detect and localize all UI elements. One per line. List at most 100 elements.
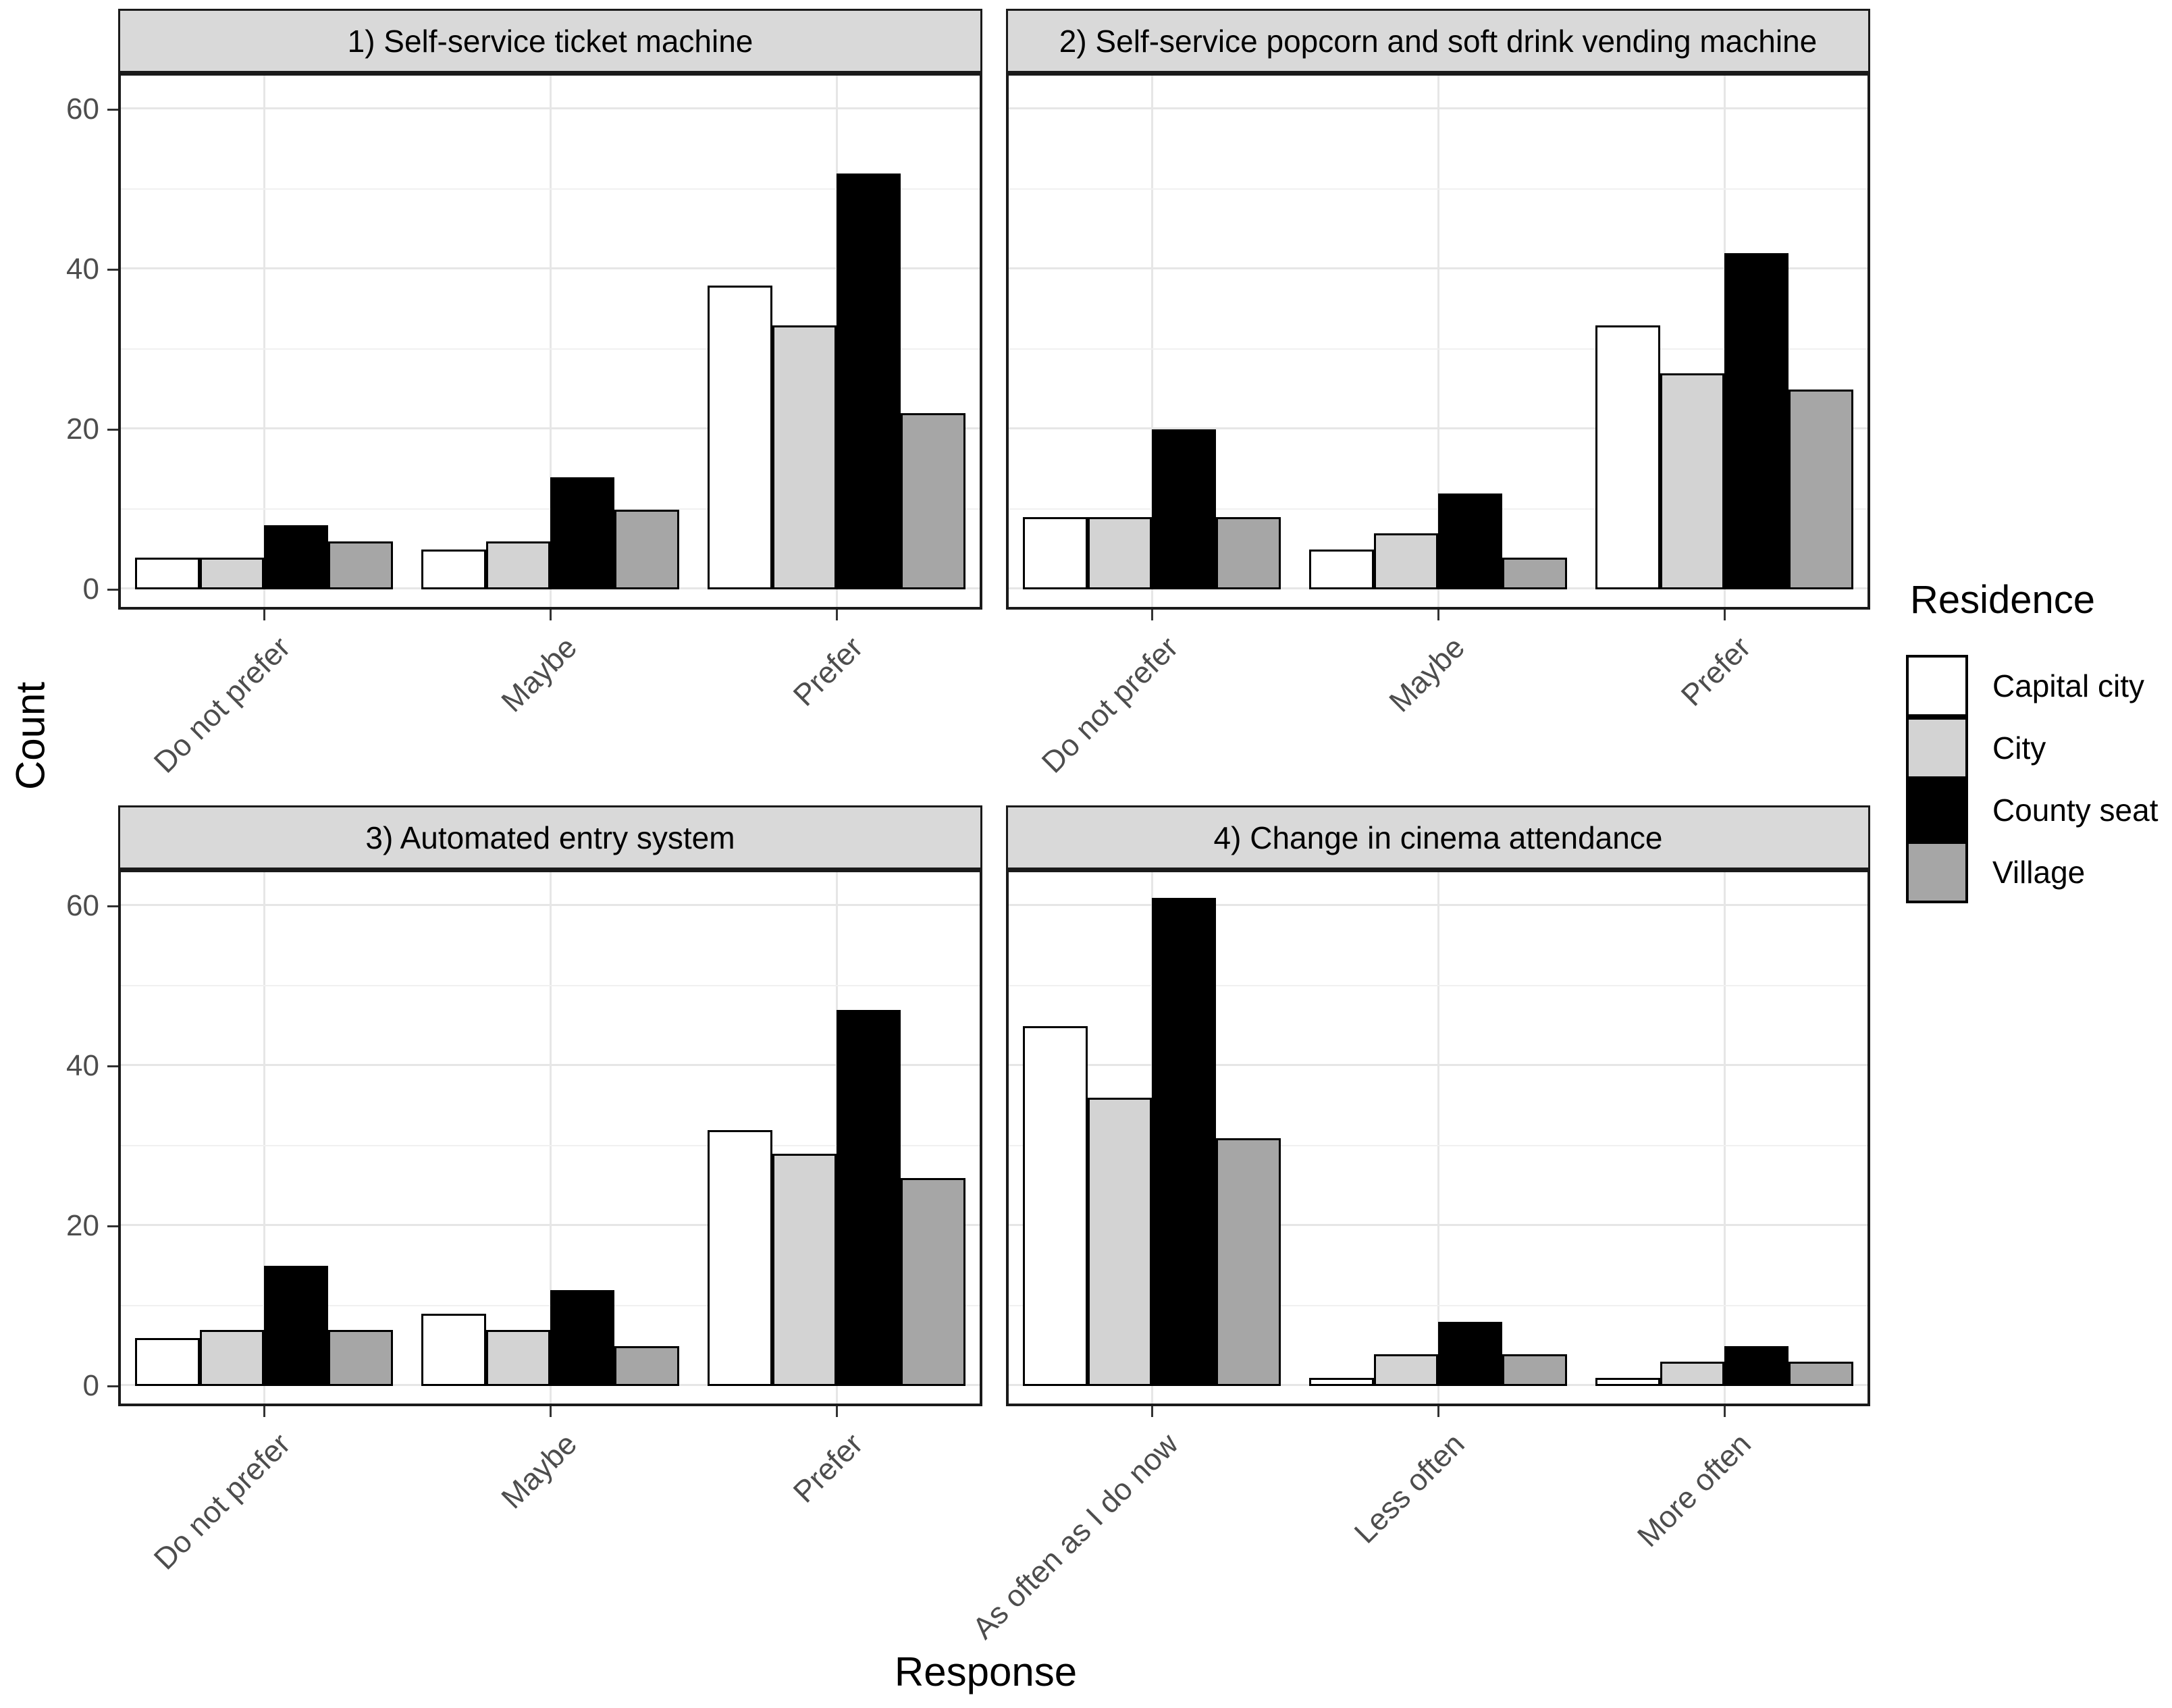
bar (1152, 429, 1217, 589)
legend: Residence Capital city City County seat … (1906, 577, 2172, 903)
bar (1087, 1098, 1152, 1386)
bar (1438, 493, 1503, 589)
gridline-horizontal (121, 904, 980, 906)
bar (614, 1345, 679, 1386)
legend-label: City (1992, 730, 2046, 766)
y-tick-label: 60 (66, 889, 99, 922)
y-tick-mark (107, 905, 118, 907)
gridline-horizontal (121, 1224, 980, 1226)
y-tick-label: 0 (82, 572, 99, 606)
bar (1309, 549, 1374, 589)
plot-panel-1 (118, 73, 982, 610)
bar (421, 1314, 486, 1386)
legend-key-village (1906, 841, 1968, 903)
y-tick-label: 0 (82, 1369, 99, 1402)
bar (1438, 1322, 1503, 1386)
facet-strip-1: 1) Self-service ticket machine (118, 9, 982, 73)
x-tick-mark (1150, 610, 1153, 620)
bar (1216, 517, 1281, 589)
gridline-vertical (263, 872, 265, 1404)
x-tick-label: Prefer (1674, 629, 1757, 713)
gridline-horizontal (1009, 107, 1868, 109)
bar (135, 1337, 200, 1386)
gridline-horizontal (121, 188, 980, 190)
gridline-vertical (549, 76, 552, 607)
x-axis-title: Response (894, 1649, 1078, 1694)
bar (328, 1330, 393, 1386)
bar (837, 173, 901, 589)
facet-strip-2: 2) Self-service popcorn and soft drink v… (1006, 9, 1870, 73)
y-tick-mark (107, 1385, 118, 1387)
y-tick-mark (107, 108, 118, 111)
x-tick-label: Do not prefer (147, 629, 297, 780)
bar (1152, 898, 1217, 1386)
gridline-horizontal (1009, 984, 1868, 986)
y-tick-label: 20 (66, 412, 99, 446)
x-tick-mark (263, 1406, 265, 1417)
gridline-vertical (1150, 76, 1153, 607)
bar (1087, 517, 1152, 589)
bar (550, 1289, 615, 1386)
legend-key-capital-city (1906, 655, 1968, 717)
x-tick-label: Prefer (787, 629, 870, 713)
bar (1309, 1378, 1374, 1386)
x-tick-label: Do not prefer (1035, 629, 1185, 780)
plot-panel-4 (1006, 870, 1870, 1406)
gridline-vertical (549, 872, 552, 1404)
x-tick-label: Do not prefer (147, 1426, 297, 1576)
y-axis-title: Count (7, 681, 53, 791)
gridline-vertical (1723, 872, 1726, 1404)
facet-strip-4: 4) Change in cinema attendance (1006, 805, 1870, 870)
gridline-vertical (1437, 872, 1439, 1404)
legend-label: Village (1992, 855, 2086, 890)
bar (1023, 1025, 1088, 1386)
x-tick-label: More often (1630, 1426, 1757, 1554)
bar (1660, 1362, 1724, 1386)
bar (264, 525, 329, 589)
x-tick-label: Prefer (787, 1426, 870, 1510)
bar (772, 325, 837, 589)
bar (708, 285, 772, 589)
bar (199, 1330, 264, 1386)
bar (614, 509, 679, 589)
y-tick-mark (107, 588, 118, 591)
facet-strip-3: 3) Automated entry system (118, 805, 982, 870)
bar (1216, 1138, 1281, 1386)
gridline-horizontal (1009, 188, 1868, 190)
x-tick-mark (549, 1406, 552, 1417)
gridline-horizontal (121, 107, 980, 109)
bar (328, 541, 393, 589)
y-tick-mark (107, 1065, 118, 1067)
gridline-horizontal (121, 1064, 980, 1066)
legend-key-county-seat (1906, 779, 1968, 841)
plot-panel-2 (1006, 73, 1870, 610)
bar (1502, 1354, 1567, 1386)
x-tick-mark (1723, 610, 1726, 620)
y-tick-label: 20 (66, 1209, 99, 1242)
bar (1789, 1362, 1853, 1386)
x-tick-mark (1723, 1406, 1726, 1417)
gridline-horizontal (121, 267, 980, 269)
legend-key-city (1906, 717, 1968, 779)
x-tick-mark (549, 610, 552, 620)
y-tick-mark (107, 428, 118, 431)
x-tick-label: Maybe (494, 1426, 583, 1516)
bar (1595, 1378, 1660, 1386)
y-tick-label: 40 (66, 252, 99, 286)
bar (199, 557, 264, 589)
bar (1373, 533, 1438, 589)
gridline-horizontal (121, 427, 980, 429)
gridline-horizontal (1009, 1224, 1868, 1226)
x-tick-mark (835, 1406, 838, 1417)
bar (1373, 1354, 1438, 1386)
gridline-horizontal (1009, 348, 1868, 350)
gridline-vertical (1437, 76, 1439, 607)
gridline-horizontal (1009, 1064, 1868, 1066)
x-tick-mark (263, 610, 265, 620)
gridline-vertical (263, 76, 265, 607)
x-tick-mark (1437, 1406, 1439, 1417)
bar (1595, 325, 1660, 589)
gridline-horizontal (121, 984, 980, 986)
y-tick-label: 40 (66, 1049, 99, 1082)
